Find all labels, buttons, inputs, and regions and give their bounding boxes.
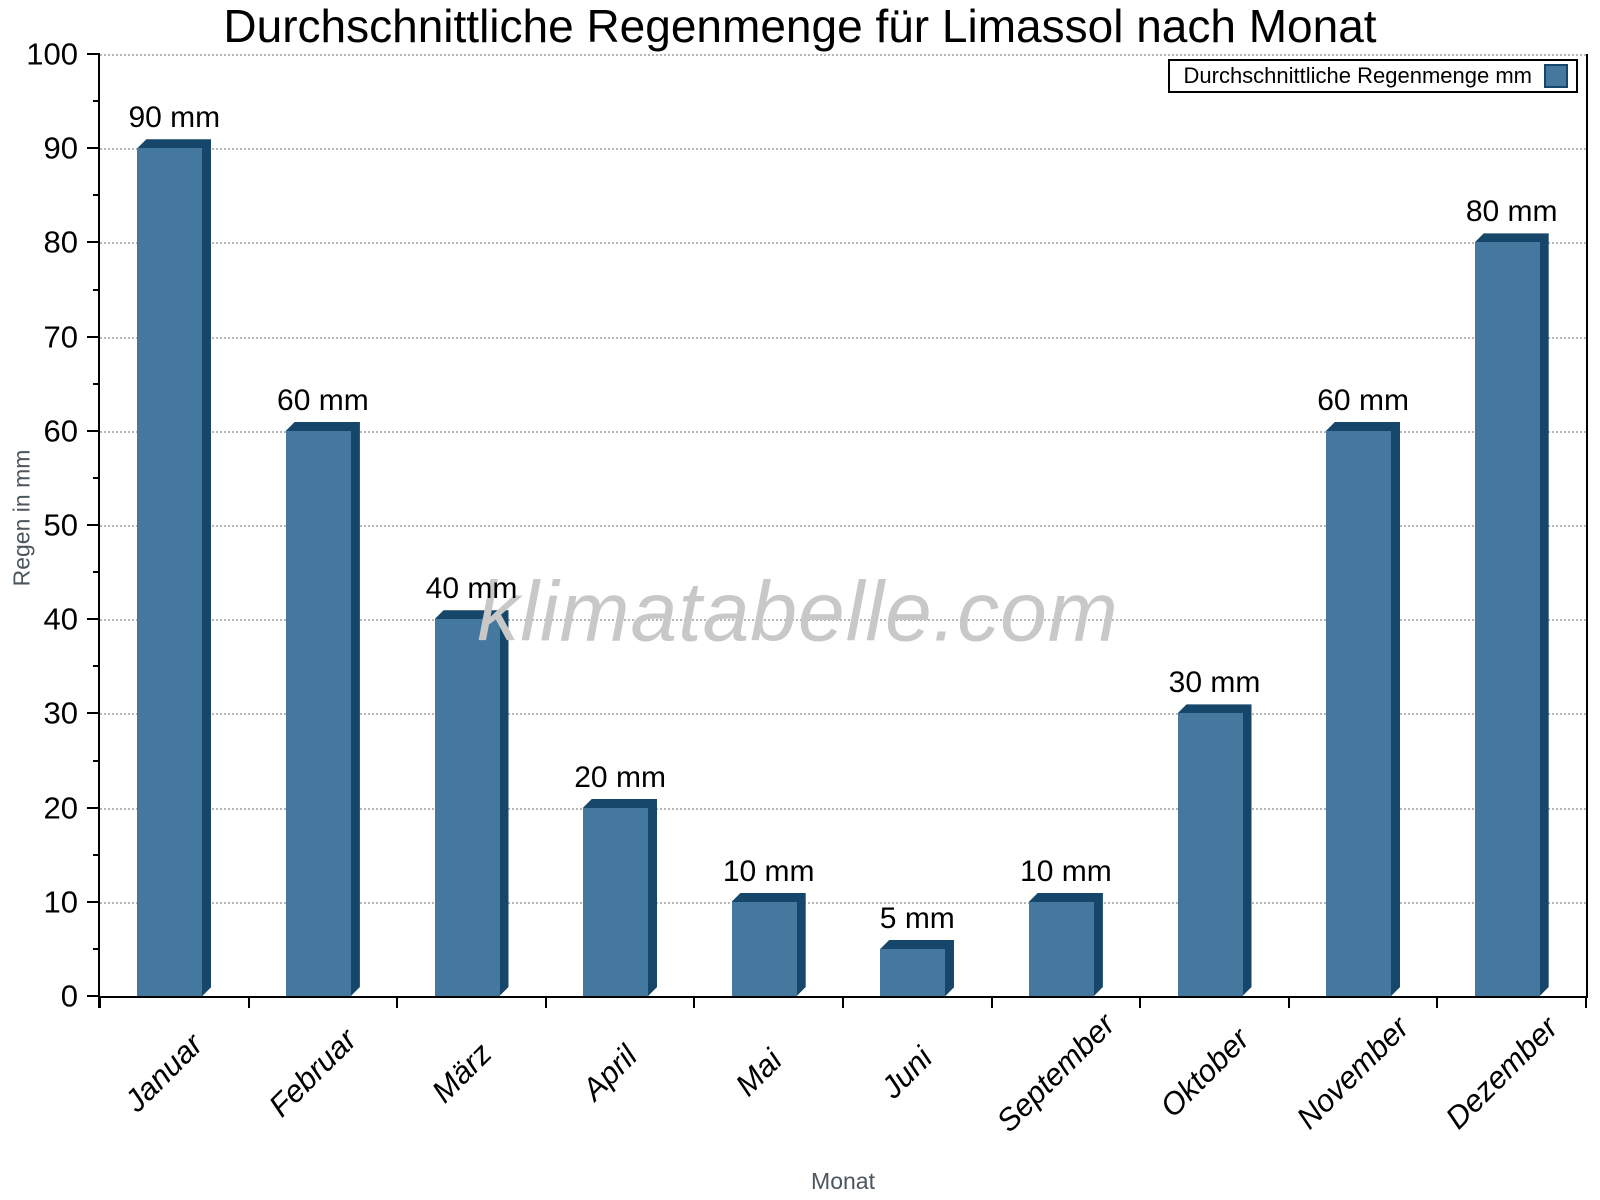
x-tick-0 [99,996,101,1008]
y-minor-tick-85 [93,194,100,197]
bar-front-face [1177,713,1243,996]
y-minor-tick-65 [93,382,100,385]
y-major-tick-90 [87,147,100,150]
bar-value-label-februar: 60 mm [277,383,369,417]
y-tick-label-20: 20 [43,790,78,826]
x-tick-8 [1287,996,1290,1008]
x-tick-9 [1436,996,1439,1008]
watermark: klimatabelle.com [477,564,1119,659]
bar-value-label-juni: 5 mm [879,901,955,935]
y-major-tick-50 [87,524,100,526]
gridline-70 [100,336,1586,339]
y-minor-tick-25 [93,759,100,762]
bar-value-label-september: 10 mm [1020,854,1112,888]
bar-front-face [731,901,797,996]
bar-value-label-mai: 10 mm [722,854,815,888]
bar-september [1028,893,1103,996]
gridline-10 [100,901,1586,904]
y-major-tick-20 [87,806,100,809]
bar-mai [731,893,806,996]
y-major-tick-80 [87,241,100,244]
x-tick-7 [1139,996,1142,1008]
y-major-tick-0 [87,995,100,997]
legend-swatch-icon [1544,64,1568,88]
x-tick-6 [990,996,993,1008]
gridline-60 [100,430,1586,433]
x-tick-3 [544,996,547,1008]
y-tick-label-70: 70 [43,319,78,355]
bar-front-face [285,430,351,996]
legend: Durchschnittliche Regenmenge mm [1167,59,1578,93]
bar-value-label-märz: 40 mm [425,572,518,606]
gridline-100 [100,54,1586,56]
bar-dezember [1474,233,1549,996]
y-tick-label-60: 60 [43,413,78,449]
bar-value-label-november: 60 mm [1317,383,1409,417]
y-major-tick-10 [87,900,100,903]
y-tick-label-100: 100 [26,36,78,72]
bar-value-label-januar: 90 mm [128,101,221,135]
y-minor-tick-15 [93,853,100,856]
x-tick-1 [247,996,250,1008]
bar-juni [880,940,954,996]
bar-value-label-oktober: 30 mm [1168,666,1261,700]
y-tick-label-90: 90 [43,130,78,166]
bar-november [1326,422,1400,996]
gridline-30 [100,713,1586,716]
bar-front-face [137,148,203,996]
y-major-tick-100 [87,53,100,55]
bar-front-face [880,948,946,996]
y-tick-label-30: 30 [43,695,78,731]
y-major-tick-70 [87,335,100,338]
y-minor-tick-75 [93,288,100,291]
bar-front-face [1474,242,1540,996]
bar-value-label-april: 20 mm [574,760,666,794]
chart-title: Durchschnittliche Regenmenge für Limasso… [223,0,1377,52]
bar-front-face [583,807,649,996]
x-tick-10 [1585,996,1587,1008]
y-axis-title: Regen in mm [8,449,35,587]
gridline-90 [100,148,1586,151]
bar-front-face [434,619,500,996]
gridline-50 [100,525,1586,527]
plot-right-border [1586,54,1588,998]
gridline-20 [100,807,1586,810]
bar-märz [434,610,509,996]
y-minor-tick-5 [93,947,100,950]
gridline-80 [100,242,1586,245]
y-major-tick-40 [87,618,100,621]
legend-label: Durchschnittliche Regenmenge mm [1183,63,1533,88]
bar-april [583,799,657,996]
y-major-tick-30 [87,712,100,715]
y-minor-tick-95 [93,100,100,103]
bar-value-label-dezember: 80 mm [1465,195,1558,229]
gridline-40 [100,619,1586,622]
x-tick-2 [396,996,399,1008]
y-tick-label-0: 0 [60,978,78,1014]
y-minor-tick-55 [93,476,100,479]
y-minor-tick-45 [93,571,100,574]
y-tick-label-80: 80 [43,224,78,260]
bar-januar [137,139,211,996]
x-tick-5 [842,996,844,1008]
bar-front-face [1326,430,1392,996]
bar-front-face [1028,901,1094,996]
plot-area: klimatabelle.com Durchschnittliche Regen… [26,39,1588,1139]
x-tick-4 [693,996,696,1008]
x-axis-title: Monat [811,1168,875,1194]
y-major-tick-60 [87,429,100,432]
y-minor-tick-35 [93,665,100,668]
y-tick-label-50: 50 [43,507,78,543]
y-tick-label-10: 10 [43,884,78,920]
y-axis-line [98,54,100,1008]
bar-februar [285,422,360,996]
y-tick-label-40: 40 [43,601,78,637]
bar-oktober [1177,704,1252,996]
